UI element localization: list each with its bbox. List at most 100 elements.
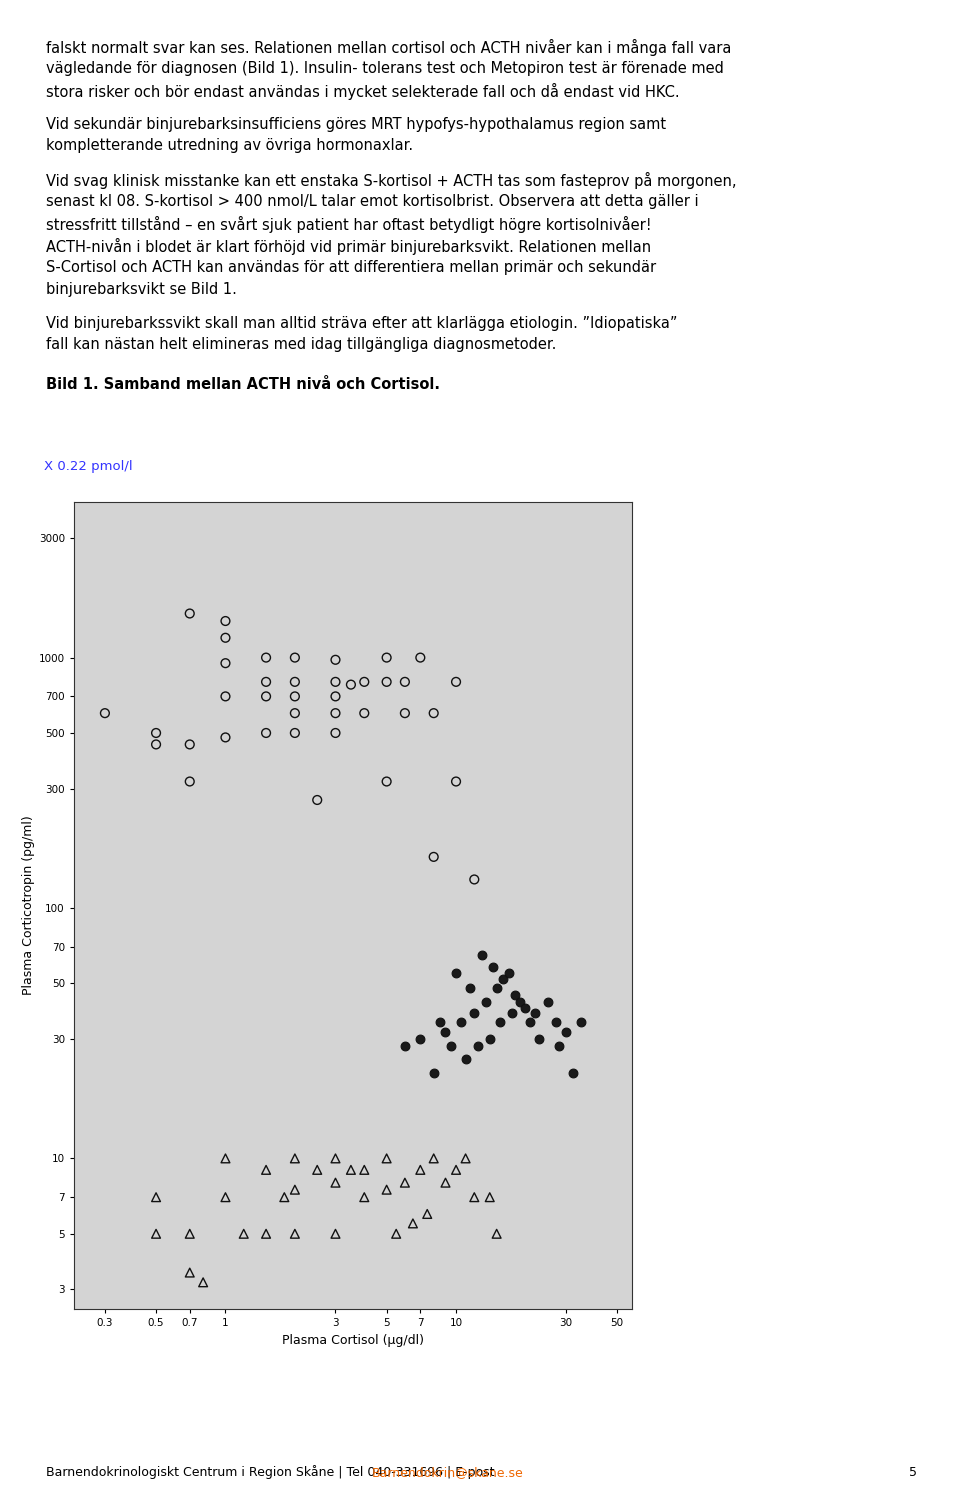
- Point: [287, 701, 302, 725]
- Point: [458, 1047, 473, 1071]
- Point: [97, 701, 112, 725]
- Text: falskt normalt svar kan ses. Relationen mellan cortisol och ACTH nivåer kan i må: falskt normalt svar kan ses. Relationen …: [46, 39, 732, 55]
- Point: [482, 1026, 497, 1050]
- Text: vägledande för diagnosen (Bild 1). Insulin- tolerans test och Metopiron test är : vägledande för diagnosen (Bild 1). Insul…: [46, 61, 724, 76]
- Point: [287, 722, 302, 746]
- Point: [467, 1185, 482, 1209]
- Point: [513, 991, 528, 1014]
- Point: [397, 701, 413, 725]
- Y-axis label: Plasma Corticotropin (pg/ml): Plasma Corticotropin (pg/ml): [21, 816, 35, 995]
- Point: [507, 983, 522, 1007]
- Point: [327, 684, 343, 708]
- Point: [218, 726, 233, 750]
- Point: [501, 961, 516, 985]
- Point: [258, 722, 274, 746]
- Point: [482, 1185, 497, 1209]
- Point: [149, 1222, 164, 1246]
- Point: [182, 602, 198, 626]
- Point: [218, 684, 233, 708]
- Text: binjurebarksvikt se Bild 1.: binjurebarksvikt se Bild 1.: [46, 282, 237, 297]
- Point: [458, 1146, 473, 1170]
- Point: [327, 1146, 343, 1170]
- Point: [489, 1222, 504, 1246]
- Text: fall kan nästan helt elimineras med idag tillgängliga diagnosmetoder.: fall kan nästan helt elimineras med idag…: [46, 338, 557, 353]
- Point: [559, 1020, 574, 1044]
- Text: Vid binjurebarkssvikt skall man alltid sträva efter att klarlägga etiologin. ”Id: Vid binjurebarkssvikt skall man alltid s…: [46, 315, 678, 330]
- Text: 5: 5: [909, 1466, 917, 1479]
- Text: Vid sekundär binjurebarksinsufficiens göres MRT hypofys-hypothalamus region samt: Vid sekundär binjurebarksinsufficiens gö…: [46, 117, 666, 131]
- Point: [478, 991, 493, 1014]
- Point: [287, 645, 302, 669]
- Text: X 27.6 nmol/L: X 27.6 nmol/L: [280, 1364, 372, 1377]
- Point: [327, 1171, 343, 1195]
- Text: Vid svag klinisk misstanke kan ett enstaka S-kortisol + ACTH tas som fasteprov p: Vid svag klinisk misstanke kan ett ensta…: [46, 172, 736, 190]
- Point: [356, 1158, 372, 1182]
- Point: [236, 1222, 252, 1246]
- Point: [356, 701, 372, 725]
- Point: [426, 846, 442, 870]
- Point: [218, 626, 233, 650]
- Text: senast kl 08. S-kortisol > 400 nmol/L talar emot kortisolbrist. Observera att de: senast kl 08. S-kortisol > 400 nmol/L ta…: [46, 194, 699, 209]
- Point: [397, 1171, 413, 1195]
- Point: [517, 995, 533, 1019]
- Point: [474, 943, 490, 967]
- Point: [426, 701, 442, 725]
- Point: [548, 1010, 564, 1034]
- Point: [379, 769, 395, 793]
- Point: [492, 1010, 508, 1034]
- Point: [287, 1222, 302, 1246]
- Point: [379, 1177, 395, 1201]
- Text: Sekundär: Sekundär: [718, 1123, 781, 1135]
- Point: [218, 1146, 233, 1170]
- Point: [551, 1034, 566, 1058]
- Point: [287, 684, 302, 708]
- Point: [356, 669, 372, 693]
- Point: [196, 1270, 211, 1294]
- Text: stora risker och bör endast användas i mycket selekterade fall och då endast vid: stora risker och bör endast användas i m…: [46, 82, 680, 100]
- Point: [356, 1185, 372, 1209]
- Point: [397, 669, 413, 693]
- Point: [467, 1001, 482, 1025]
- Text: Barnendokrin@skane.se: Barnendokrin@skane.se: [372, 1466, 524, 1479]
- Text: Bild 1. Samband mellan ACTH nivå och Cortisol.: Bild 1. Samband mellan ACTH nivå och Cor…: [46, 376, 440, 391]
- Point: [504, 1001, 519, 1025]
- Text: barks: barks: [718, 1255, 755, 1268]
- Point: [379, 645, 395, 669]
- Point: [438, 1020, 453, 1044]
- Point: [218, 651, 233, 675]
- Point: [540, 991, 556, 1014]
- Point: [397, 1034, 413, 1058]
- Point: [405, 1212, 420, 1236]
- Point: [327, 701, 343, 725]
- Point: [453, 1010, 468, 1034]
- Point: [426, 1146, 442, 1170]
- X-axis label: Plasma Cortisol (μg/dl): Plasma Cortisol (μg/dl): [282, 1334, 424, 1346]
- Point: [218, 1185, 233, 1209]
- Point: [665, 619, 681, 642]
- Point: [448, 961, 464, 985]
- Point: [532, 1026, 547, 1050]
- Point: [327, 1222, 343, 1246]
- Point: [182, 769, 198, 793]
- Text: ACTH-nivån i blodet är klart förhöjd vid primär binjurebarksvikt. Relationen mel: ACTH-nivån i blodet är klart förhöjd vid…: [46, 238, 651, 255]
- Point: [258, 645, 274, 669]
- Point: [527, 1001, 542, 1025]
- Point: [182, 1222, 198, 1246]
- Point: [486, 955, 501, 979]
- Point: [444, 1034, 459, 1058]
- Point: [470, 1034, 486, 1058]
- Point: [182, 1261, 198, 1285]
- Text: Barnendokrinologiskt Centrum i Region Skåne | Tel 040-331696 | E-post: Barnendokrinologiskt Centrum i Region Sk…: [46, 1466, 498, 1479]
- Point: [327, 669, 343, 693]
- Text: S-Cortisol och ACTH kan användas för att differentiera mellan primär och sekundä: S-Cortisol och ACTH kan användas för att…: [46, 260, 657, 275]
- Text: X 0.22 pmol/l: X 0.22 pmol/l: [44, 460, 132, 474]
- Point: [344, 1158, 359, 1182]
- Point: [327, 648, 343, 672]
- Point: [258, 684, 274, 708]
- Point: [258, 669, 274, 693]
- Point: [489, 976, 504, 999]
- Text: binjure-: binjure-: [718, 1188, 769, 1201]
- Point: [276, 1185, 292, 1209]
- Point: [309, 1158, 324, 1182]
- Point: [149, 732, 164, 756]
